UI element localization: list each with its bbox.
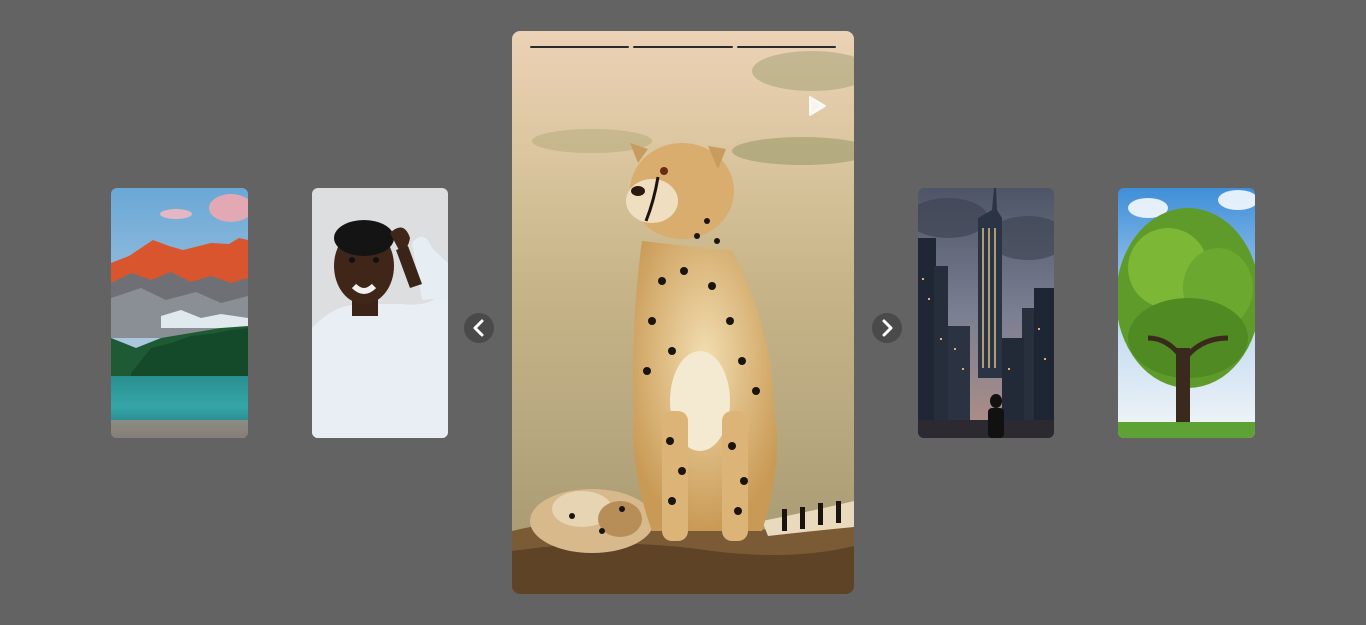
progress-segment [633, 46, 733, 48]
tree-image [1118, 188, 1255, 438]
story-progress-bar [530, 46, 836, 49]
city-skyline-image [918, 188, 1054, 438]
story-thumbnail-green-tree[interactable] [1118, 188, 1255, 438]
progress-segment [736, 46, 836, 48]
play-button[interactable] [806, 94, 828, 118]
story-thumbnail-mountain-lake[interactable] [111, 188, 248, 438]
previous-story-button[interactable] [464, 313, 494, 343]
man-portrait-image [312, 188, 448, 438]
story-thumbnail-city-skyline[interactable] [918, 188, 1054, 438]
next-story-button[interactable] [872, 313, 902, 343]
story-thumbnail-man-scratching-head[interactable] [312, 188, 448, 438]
progress-segment [530, 46, 630, 48]
cheetah-image [512, 31, 854, 594]
chevron-left-icon [473, 319, 484, 337]
mountain-lake-image [111, 188, 248, 438]
chevron-right-icon [882, 319, 893, 337]
active-story[interactable] [512, 31, 854, 594]
play-icon [809, 96, 826, 116]
